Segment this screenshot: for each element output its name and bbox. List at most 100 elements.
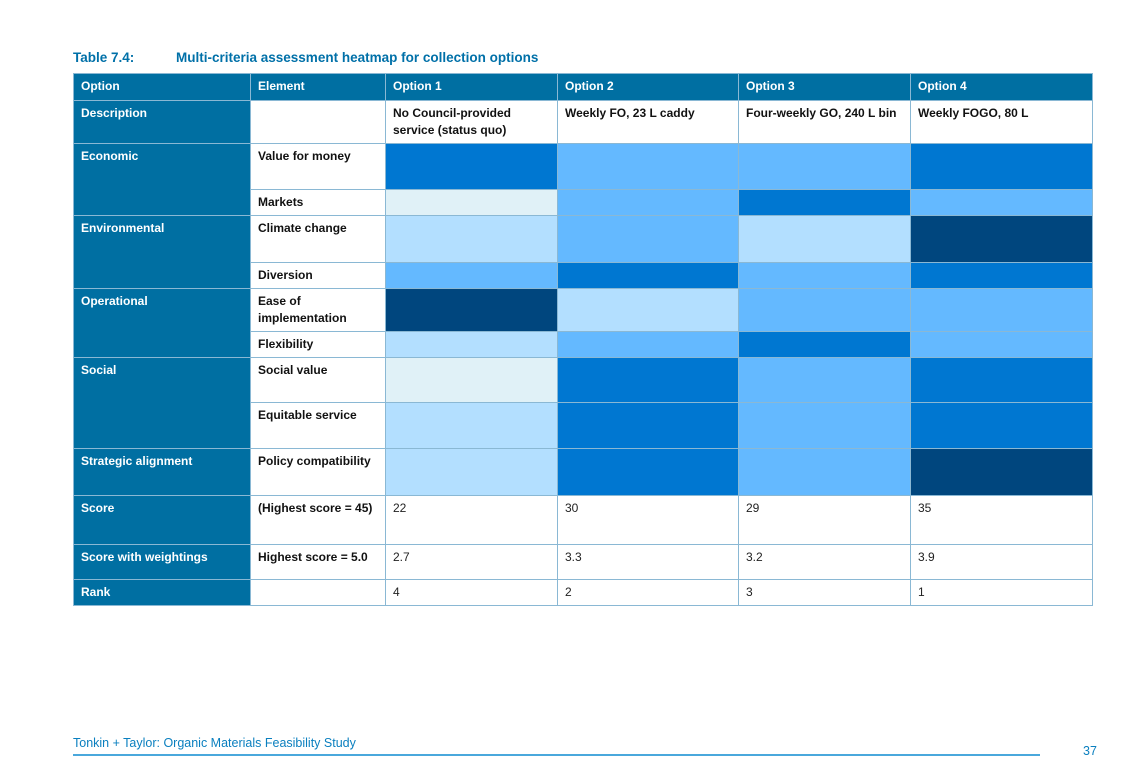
element-markets: Markets [250,189,386,216]
heat-cell [738,143,911,190]
heat-cell [910,357,1093,403]
description-row: Description No Council-provided service … [73,100,1093,144]
description-option-3: Four-weekly GO, 240 L bin [738,100,911,144]
header-row: Option Element Option 1 Option 2 Option … [73,73,1093,101]
heat-cell [385,189,558,216]
table-row: Operational Ease of implementation [73,288,1093,358]
heat-cell [385,288,558,332]
footer-divider [73,754,1040,756]
heat-cell [738,331,911,358]
heat-cell [910,448,1093,496]
table-row: Flexibility [74,331,1093,358]
header-option-3: Option 3 [738,73,911,101]
caption-title: Multi-criteria assessment heatmap for co… [176,50,539,65]
heat-cell [910,189,1093,216]
element-policy-compatibility: Policy compatibility [250,448,386,496]
score-option-2: 30 [557,495,739,545]
weighted-score-option-2: 3.3 [557,544,739,580]
weighted-score-option-4: 3.9 [910,544,1093,580]
heat-cell [738,357,911,403]
heat-cell [910,402,1093,449]
category-strategic-alignment: Strategic alignment [73,448,251,496]
heat-cell [385,143,558,190]
heat-cell [557,189,739,216]
score-row: Score (Highest score = 45) 22 30 29 35 [73,495,1093,545]
description-option-2: Weekly FO, 23 L caddy [557,100,739,144]
rank-option-1: 4 [385,579,558,606]
row-label-weighted-score: Score with weightings [73,544,251,580]
rank-option-4: 1 [910,579,1093,606]
header-option-2: Option 2 [557,73,739,101]
heat-cell [385,262,558,289]
heat-cell [557,143,739,190]
heat-cell [557,331,739,358]
weighted-score-option-3: 3.2 [738,544,911,580]
score-element: (Highest score = 45) [250,495,386,545]
description-option-1: No Council-provided service (status quo) [385,100,558,144]
category-economic: Economic [73,143,251,216]
caption-number: Table 7.4: [73,50,135,65]
heat-cell [738,189,911,216]
table-row: Economic Value for money [73,143,1093,216]
rank-row: Rank 4 2 3 1 [73,579,1093,606]
table-row: Equitable service [74,402,1093,449]
table-row: Diversion [74,262,1093,289]
heat-cell [738,288,911,332]
score-option-1: 22 [385,495,558,545]
heat-cell [557,357,739,403]
rank-option-3: 3 [738,579,911,606]
heat-cell [557,288,739,332]
heat-cell [738,448,911,496]
heat-cell [738,262,911,289]
heat-cell [910,288,1093,332]
assessment-heatmap-table: Option Element Option 1 Option 2 Option … [73,73,1093,606]
weighted-score-option-1: 2.7 [385,544,558,580]
row-label-description: Description [73,100,251,144]
header-option: Option [73,73,251,101]
row-label-score: Score [73,495,251,545]
header-element: Element [250,73,386,101]
heat-cell [738,402,911,449]
heat-cell [557,402,739,449]
heat-cell [738,215,911,263]
heat-cell [385,357,558,403]
table-row: Markets [74,189,1093,216]
category-environmental: Environmental [73,215,251,289]
element-social-value: Social value [250,357,386,403]
table-row: Environmental Climate change [73,215,1093,289]
heat-cell [557,448,739,496]
heat-cell [910,143,1093,190]
heat-cell [910,262,1093,289]
rank-element [250,579,386,606]
heat-cell [910,215,1093,263]
heat-cell [385,331,558,358]
heat-cell [385,402,558,449]
weighted-score-row: Score with weightings Highest score = 5.… [73,544,1093,580]
heat-cell [385,215,558,263]
header-option-4: Option 4 [910,73,1093,101]
weighted-score-element: Highest score = 5.0 [250,544,386,580]
element-ease-of-implementation: Ease of implementation [250,288,386,332]
rank-option-2: 2 [557,579,739,606]
category-social: Social [73,357,251,449]
element-flexibility: Flexibility [250,331,386,358]
category-operational: Operational [73,288,251,358]
description-option-4: Weekly FOGO, 80 L [910,100,1093,144]
table-caption: Table 7.4: Multi-criteria assessment hea… [73,50,538,65]
element-value-for-money: Value for money [250,143,386,190]
page-number: 37 [1083,744,1097,758]
heat-cell [557,262,739,289]
description-element [250,100,386,144]
table-row: Social Social value [73,357,1093,449]
element-equitable-service: Equitable service [250,402,386,449]
heat-cell [385,448,558,496]
header-option-1: Option 1 [385,73,558,101]
footer-document-title: Tonkin + Taylor: Organic Materials Feasi… [73,736,356,750]
heat-cell [910,331,1093,358]
heat-cell [557,215,739,263]
table-row: Strategic alignment Policy compatibility [73,448,1093,496]
score-option-3: 29 [738,495,911,545]
element-diversion: Diversion [250,262,386,289]
element-climate-change: Climate change [250,215,386,263]
score-option-4: 35 [910,495,1093,545]
